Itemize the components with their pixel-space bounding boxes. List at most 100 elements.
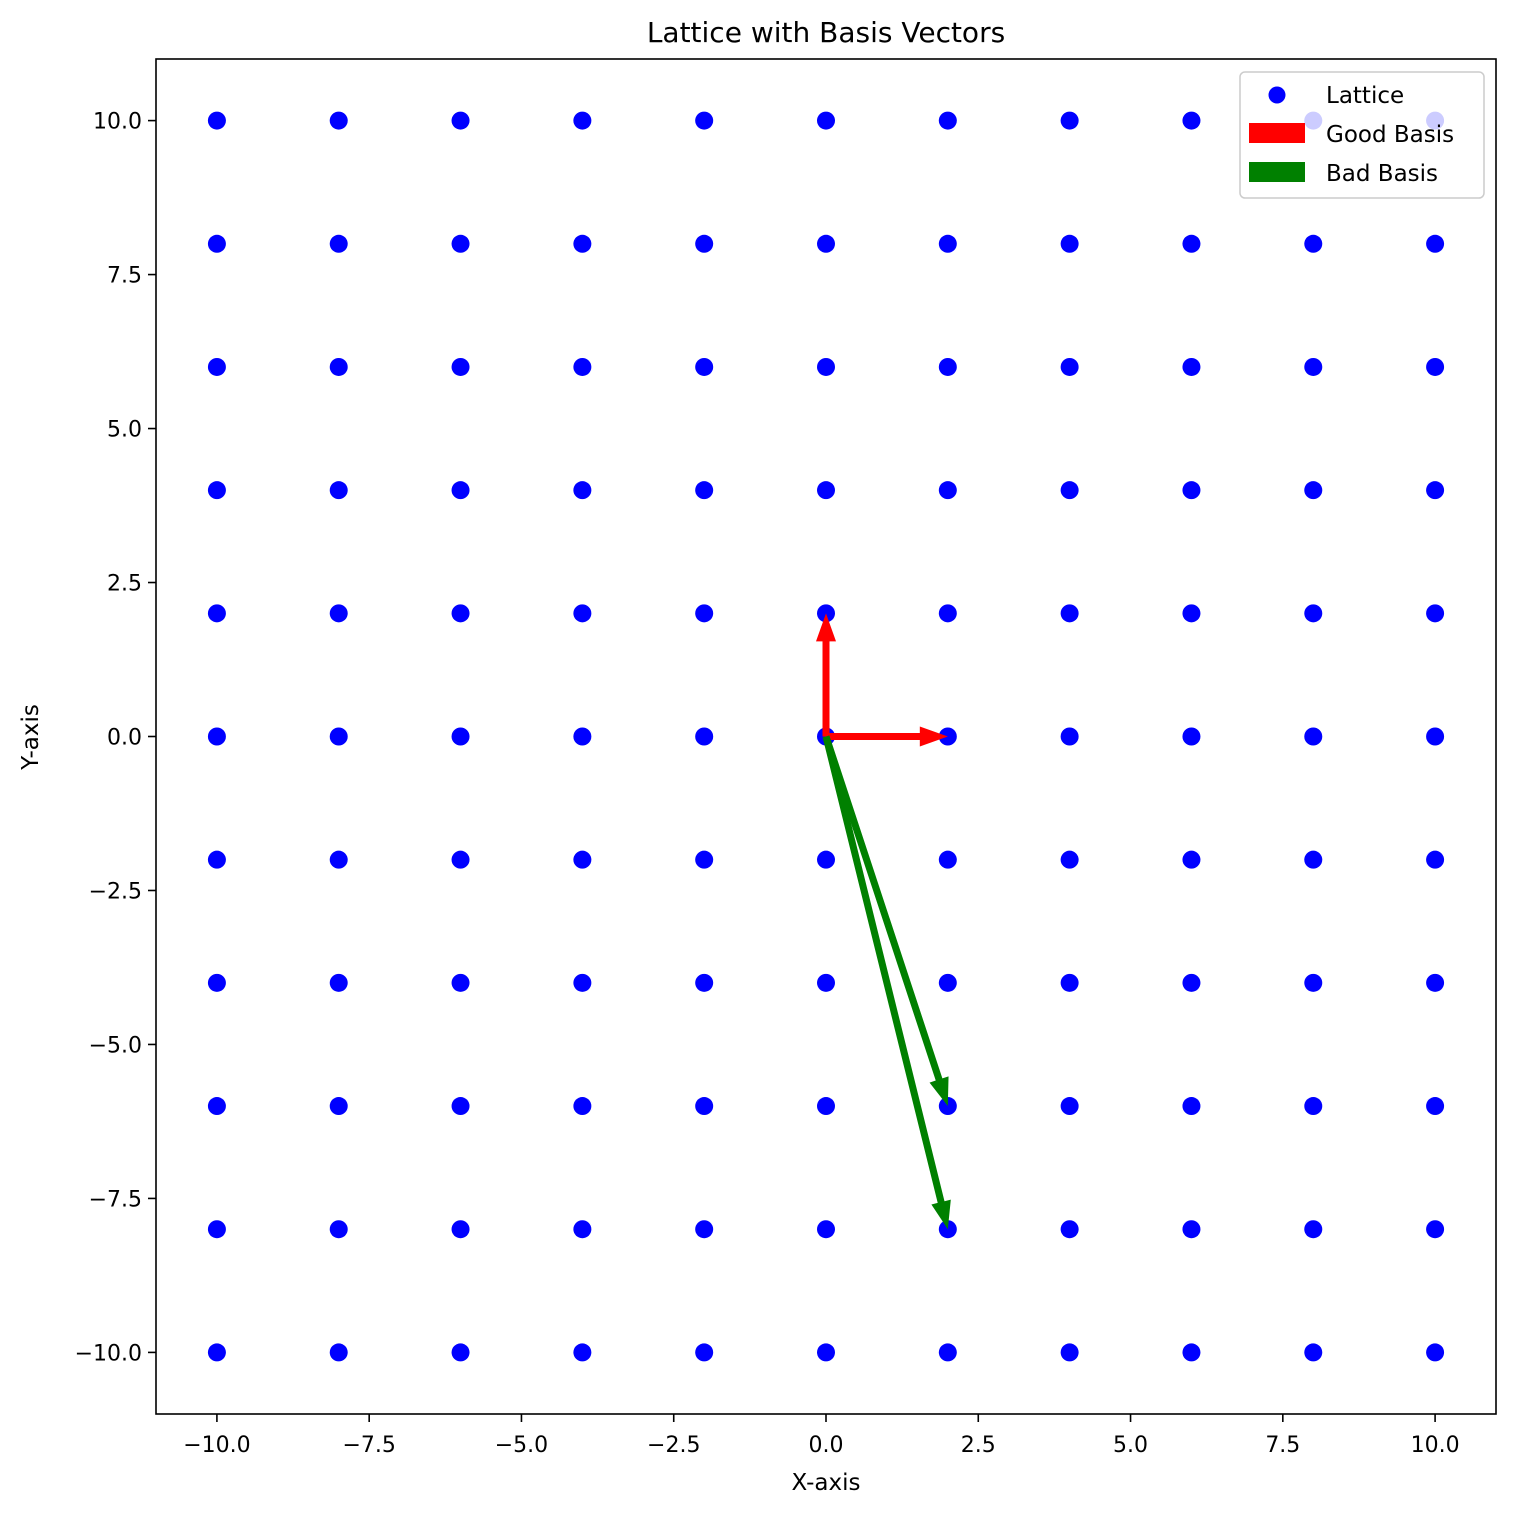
lattice-point <box>1304 850 1323 869</box>
lattice-point <box>451 357 470 376</box>
good-basis-vector <box>826 726 948 747</box>
lattice-point <box>1182 1097 1201 1116</box>
lattice-point <box>451 1343 470 1362</box>
bad-basis-vector <box>822 735 951 1230</box>
y-tick-label: −5.0 <box>89 1033 142 1058</box>
x-tick-label: −7.5 <box>342 1433 395 1458</box>
lattice-point <box>207 111 226 130</box>
lattice-point <box>938 481 957 500</box>
lattice-point <box>938 1220 957 1239</box>
lattice-point <box>329 973 348 992</box>
lattice-point <box>573 1343 592 1362</box>
lattice-point <box>329 1220 348 1239</box>
lattice-point <box>1060 481 1079 500</box>
lattice-point <box>573 481 592 500</box>
lattice-point <box>573 357 592 376</box>
legend-good-basis-swatch <box>1249 123 1305 143</box>
lattice-point <box>207 1220 226 1239</box>
lattice-point <box>207 727 226 746</box>
lattice-point <box>329 1343 348 1362</box>
x-tick-label: −5.0 <box>495 1433 548 1458</box>
lattice-point <box>1060 604 1079 623</box>
bad-basis-vector <box>822 735 949 1107</box>
lattice-point <box>1182 481 1201 500</box>
lattice-point <box>817 1343 835 1362</box>
lattice-point <box>1304 234 1323 253</box>
y-tick-label: −10.0 <box>75 1341 142 1366</box>
lattice-point <box>207 1343 226 1362</box>
lattice-point <box>938 234 957 253</box>
legend-bad-basis-label: Bad Basis <box>1326 161 1438 187</box>
lattice-point <box>1182 973 1201 992</box>
lattice-point <box>695 1343 714 1362</box>
lattice-point <box>1426 1220 1445 1239</box>
x-tick-label: 10.0 <box>1411 1433 1460 1458</box>
lattice-point <box>1060 1220 1079 1239</box>
lattice-point <box>817 1220 835 1239</box>
lattice-point <box>329 234 348 253</box>
y-tick-label: 0.0 <box>107 726 142 751</box>
lattice-point <box>1060 727 1079 746</box>
lattice-point <box>1304 1220 1323 1239</box>
lattice-point <box>329 481 348 500</box>
y-tick-label: 7.5 <box>107 264 142 289</box>
lattice-point <box>207 973 226 992</box>
lattice-point <box>451 973 470 992</box>
lattice-point <box>695 604 714 623</box>
lattice-point <box>1426 481 1445 500</box>
lattice-point <box>451 1220 470 1239</box>
lattice-point <box>1182 1220 1201 1239</box>
lattice-point <box>573 973 592 992</box>
y-tick-label: 10.0 <box>93 110 142 135</box>
lattice-point <box>1426 1097 1445 1116</box>
lattice-point <box>695 1220 714 1239</box>
lattice-point <box>817 850 835 869</box>
lattice-point <box>451 1097 470 1116</box>
lattice-point <box>451 604 470 623</box>
lattice-point <box>1060 973 1079 992</box>
lattice-point <box>207 604 226 623</box>
lattice-point <box>1182 111 1201 130</box>
lattice-point <box>1426 1343 1445 1362</box>
lattice-point <box>329 850 348 869</box>
lattice-point <box>451 727 470 746</box>
lattice-point <box>695 727 714 746</box>
plot-area <box>207 111 1445 1362</box>
lattice-point <box>1426 850 1445 869</box>
lattice-point <box>938 1343 957 1362</box>
lattice-point <box>1304 604 1323 623</box>
lattice-point <box>938 973 957 992</box>
lattice-point <box>1426 727 1445 746</box>
lattice-point <box>817 357 835 376</box>
lattice-point <box>695 850 714 869</box>
lattice-point <box>1060 1343 1079 1362</box>
lattice-point <box>573 850 592 869</box>
lattice-point <box>695 357 714 376</box>
lattice-point <box>329 727 348 746</box>
lattice-point <box>1060 111 1079 130</box>
lattice-point <box>1060 234 1079 253</box>
lattice-point <box>1060 1097 1079 1116</box>
lattice-point <box>1304 481 1323 500</box>
lattice-point <box>1182 604 1201 623</box>
lattice-point <box>1426 604 1445 623</box>
lattice-point <box>207 234 226 253</box>
x-axis-label: X-axis <box>792 1470 861 1496</box>
lattice-point <box>938 111 957 130</box>
lattice-point <box>329 604 348 623</box>
lattice-point <box>938 850 957 869</box>
y-axis-ticks: −10.0 −7.5 −5.0 −2.5 0.0 2.5 5.0 7.5 10.0 <box>75 110 156 1366</box>
lattice-point <box>451 481 470 500</box>
lattice-point <box>1304 1097 1323 1116</box>
legend-bad-basis-swatch <box>1249 162 1305 182</box>
lattice-point <box>695 111 714 130</box>
y-axis-label: Y-axis <box>18 704 44 771</box>
lattice-point <box>329 1097 348 1116</box>
lattice-point <box>207 850 226 869</box>
lattice-point <box>1182 234 1201 253</box>
lattice-point <box>451 234 470 253</box>
lattice-point <box>1304 1343 1323 1362</box>
lattice-point <box>207 481 226 500</box>
lattice-point <box>1182 1343 1201 1362</box>
